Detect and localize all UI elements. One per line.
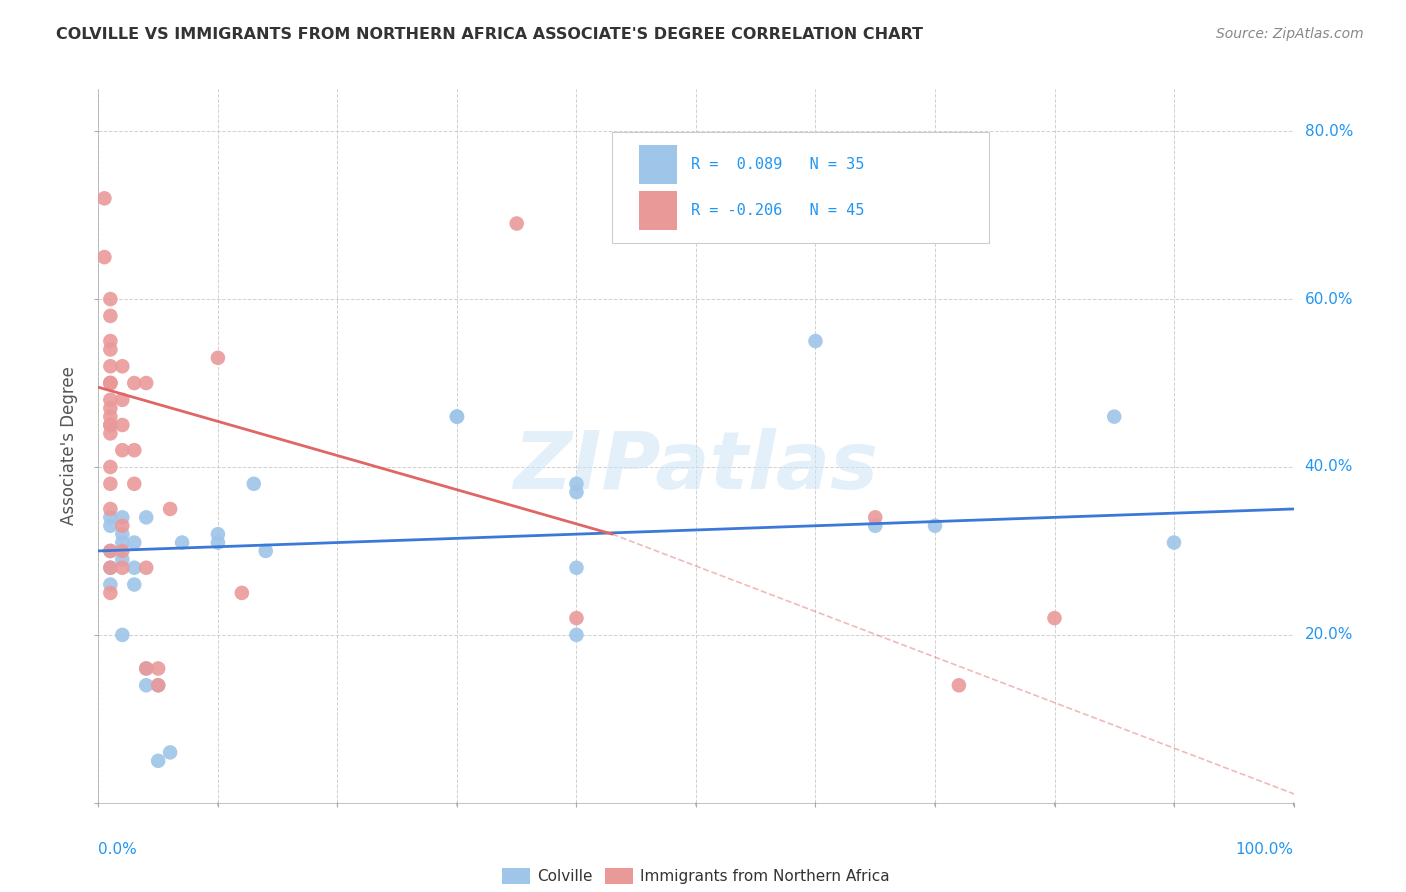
Point	[111, 628, 134, 642]
Point	[98, 560, 122, 574]
Point	[863, 518, 886, 533]
Point	[111, 417, 134, 432]
Point	[231, 586, 253, 600]
Point	[111, 518, 134, 533]
Point	[98, 376, 122, 390]
Point	[98, 409, 122, 424]
Point	[565, 611, 588, 625]
Point	[565, 560, 588, 574]
FancyBboxPatch shape	[638, 145, 676, 184]
Point	[254, 544, 277, 558]
Point	[98, 560, 122, 574]
Point	[506, 217, 529, 231]
Point	[98, 586, 122, 600]
Point	[948, 678, 970, 692]
Point	[804, 334, 827, 348]
Point	[124, 376, 146, 390]
Point	[98, 460, 122, 475]
Point	[111, 560, 134, 574]
Point	[207, 351, 229, 365]
Point	[565, 628, 588, 642]
Point	[98, 426, 122, 441]
Point	[98, 376, 122, 390]
Point	[148, 661, 170, 675]
Point	[565, 485, 588, 500]
Point	[98, 359, 122, 374]
Point	[124, 535, 146, 549]
Point	[124, 476, 146, 491]
Point	[98, 401, 122, 416]
Point	[124, 560, 146, 574]
Point	[172, 535, 194, 549]
FancyBboxPatch shape	[612, 132, 988, 243]
Point	[111, 359, 134, 374]
Point	[98, 577, 122, 591]
Point	[98, 518, 122, 533]
Point	[565, 476, 588, 491]
Point	[111, 510, 134, 524]
Text: 100.0%: 100.0%	[1236, 842, 1294, 857]
Point	[98, 417, 122, 432]
Text: R =  0.089   N = 35: R = 0.089 N = 35	[692, 157, 865, 171]
Point	[207, 527, 229, 541]
Point	[159, 746, 181, 760]
Text: 80.0%: 80.0%	[1305, 124, 1353, 138]
Point	[111, 535, 134, 549]
Point	[135, 678, 157, 692]
Point	[924, 518, 946, 533]
Point	[98, 309, 122, 323]
Text: R = -0.206   N = 45: R = -0.206 N = 45	[692, 203, 865, 218]
Point	[111, 443, 134, 458]
Point	[135, 560, 157, 574]
Point	[1163, 535, 1185, 549]
Point	[111, 527, 134, 541]
Point	[148, 754, 170, 768]
Point	[446, 409, 468, 424]
Point	[1102, 409, 1125, 424]
Point	[207, 535, 229, 549]
Text: 40.0%: 40.0%	[1305, 459, 1353, 475]
Point	[446, 409, 468, 424]
Point	[124, 443, 146, 458]
Point	[111, 392, 134, 407]
Point	[243, 476, 266, 491]
Point	[863, 510, 886, 524]
Point	[98, 502, 122, 516]
Point	[93, 250, 115, 264]
Point	[159, 502, 181, 516]
Point	[135, 510, 157, 524]
Point	[135, 661, 157, 675]
Point	[1043, 611, 1066, 625]
Text: 0.0%: 0.0%	[98, 842, 138, 857]
Point	[98, 476, 122, 491]
Text: 60.0%: 60.0%	[1305, 292, 1353, 307]
Text: COLVILLE VS IMMIGRANTS FROM NORTHERN AFRICA ASSOCIATE'S DEGREE CORRELATION CHART: COLVILLE VS IMMIGRANTS FROM NORTHERN AFR…	[56, 27, 924, 42]
Point	[98, 510, 122, 524]
Point	[148, 678, 170, 692]
Point	[98, 343, 122, 357]
Text: ZIPatlas: ZIPatlas	[513, 428, 879, 507]
Point	[98, 417, 122, 432]
Text: 20.0%: 20.0%	[1305, 627, 1353, 642]
Point	[98, 376, 122, 390]
Point	[98, 292, 122, 306]
Point	[93, 191, 115, 205]
Point	[124, 577, 146, 591]
Point	[98, 544, 122, 558]
Point	[111, 552, 134, 566]
FancyBboxPatch shape	[638, 191, 676, 230]
Point	[98, 334, 122, 348]
Legend: Colville, Immigrants from Northern Africa: Colville, Immigrants from Northern Afric…	[495, 861, 897, 892]
Point	[98, 392, 122, 407]
Point	[98, 544, 122, 558]
Y-axis label: Associate's Degree: Associate's Degree	[60, 367, 79, 525]
Point	[135, 661, 157, 675]
Point	[111, 544, 134, 558]
Text: Source: ZipAtlas.com: Source: ZipAtlas.com	[1216, 27, 1364, 41]
Point	[135, 376, 157, 390]
Point	[148, 678, 170, 692]
